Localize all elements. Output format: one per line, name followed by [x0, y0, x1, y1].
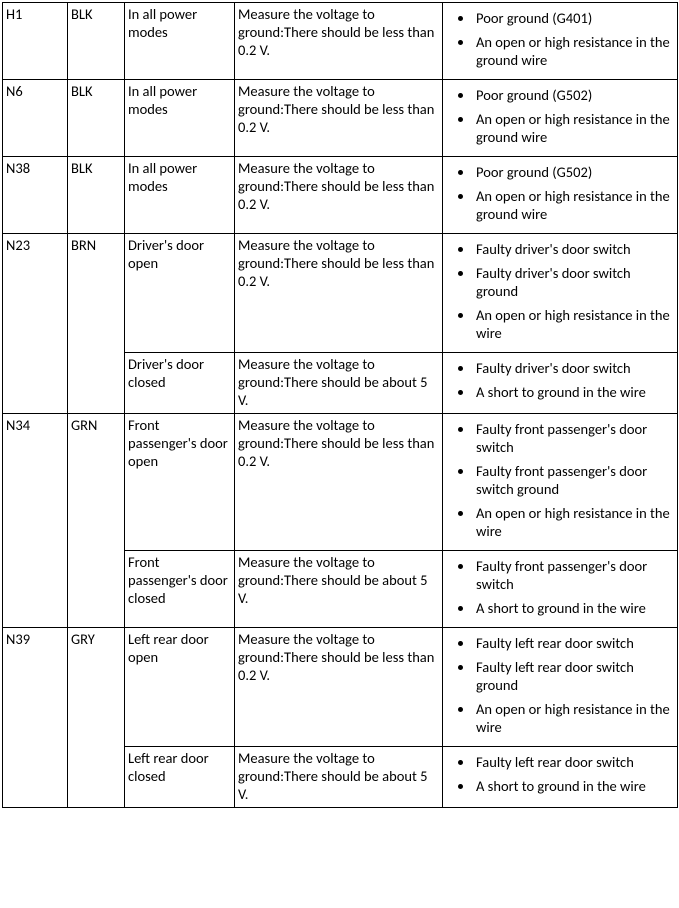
condition-cell: In all power modes [125, 157, 235, 234]
condition-cell: Front passenger's door open [125, 414, 235, 551]
condition-cell: In all power modes [125, 3, 235, 80]
cause-item: Faulty driver's door switch [474, 359, 674, 377]
condition-cell: Left rear door closed [125, 747, 235, 808]
cavity-cell: N6 [3, 80, 68, 157]
cause-list: Poor ground (G401) An open or high resist… [446, 9, 674, 69]
cause-item: Poor ground (G502) [474, 163, 674, 181]
cause-list: Faulty driver's door switch Faulty driver… [446, 240, 674, 342]
spec-cell: Measure the voltage to ground:There shou… [235, 628, 443, 747]
spec-cell: Measure the voltage to ground:There shou… [235, 551, 443, 628]
cavity-cell: N38 [3, 157, 68, 234]
causes-cell: Poor ground (G502) An open or high resist… [443, 80, 678, 157]
cause-item: Poor ground (G401) [474, 9, 674, 27]
table-row: N39GRYLeft rear door openMeasure the vol… [3, 628, 678, 747]
cause-item: Faulty front passenger's door switch [474, 557, 674, 593]
table-row: N6BLKIn all power modesMeasure the volta… [3, 80, 678, 157]
cause-item: A short to ground in the wire [474, 777, 674, 795]
cause-item: Faulty left rear door switch [474, 634, 674, 652]
color-cell: GRY [68, 628, 125, 808]
cavity-cell: N23 [3, 234, 68, 414]
cause-item: A short to ground in the wire [474, 599, 674, 617]
table-row: N38BLKIn all power modesMeasure the volt… [3, 157, 678, 234]
color-cell: BRN [68, 234, 125, 414]
cavity-cell: N39 [3, 628, 68, 808]
cause-item: Faulty left rear door switch [474, 753, 674, 771]
spec-cell: Measure the voltage to ground:There shou… [235, 747, 443, 808]
cause-item: Faulty left rear door switch ground [474, 658, 674, 694]
spec-cell: Measure the voltage to ground:There shou… [235, 353, 443, 414]
color-cell: BLK [68, 3, 125, 80]
causes-cell: Faulty front passenger's door switch Faul… [443, 414, 678, 551]
condition-cell: Driver's door open [125, 234, 235, 353]
cause-item: An open or high resistance in the ground… [474, 33, 674, 69]
cause-item: An open or high resistance in the wire [474, 700, 674, 736]
causes-cell: Poor ground (G502) An open or high resist… [443, 157, 678, 234]
table-row: N34GRNFront passenger's door openMeasure… [3, 414, 678, 551]
cause-item: Poor ground (G502) [474, 86, 674, 104]
table-row: N23BRNDriver's door openMeasure the volt… [3, 234, 678, 353]
cause-item: Faulty driver's door switch ground [474, 264, 674, 300]
causes-cell: Poor ground (G401) An open or high resist… [443, 3, 678, 80]
cause-list: Faulty driver's door switch A short to gr… [446, 359, 674, 401]
diagnostic-table: H1BLKIn all power modesMeasure the volta… [2, 2, 678, 808]
causes-cell: Faulty left rear door switch A short to g… [443, 747, 678, 808]
condition-cell: In all power modes [125, 80, 235, 157]
cause-item: An open or high resistance in the wire [474, 306, 674, 342]
cause-list: Faulty front passenger's door switch A sh… [446, 557, 674, 617]
condition-cell: Left rear door open [125, 628, 235, 747]
spec-cell: Measure the voltage to ground:There shou… [235, 80, 443, 157]
cause-list: Poor ground (G502) An open or high resist… [446, 86, 674, 146]
cavity-cell: H1 [3, 3, 68, 80]
cause-list: Faulty left rear door switch A short to g… [446, 753, 674, 795]
cavity-cell: N34 [3, 414, 68, 628]
cause-list: Faulty front passenger's door switch Faul… [446, 420, 674, 540]
causes-cell: Faulty driver's door switch A short to gr… [443, 353, 678, 414]
spec-cell: Measure the voltage to ground:There shou… [235, 157, 443, 234]
cause-item: Faulty front passenger's door switch gro… [474, 462, 674, 498]
condition-cell: Front passenger's door closed [125, 551, 235, 628]
cause-item: An open or high resistance in the ground… [474, 187, 674, 223]
causes-cell: Faulty driver's door switch Faulty driver… [443, 234, 678, 353]
color-cell: BLK [68, 157, 125, 234]
table-row: H1BLKIn all power modesMeasure the volta… [3, 3, 678, 80]
color-cell: GRN [68, 414, 125, 628]
causes-cell: Faulty left rear door switch Faulty left … [443, 628, 678, 747]
spec-cell: Measure the voltage to ground:There shou… [235, 234, 443, 353]
cause-item: An open or high resistance in the wire [474, 504, 674, 540]
cause-item: Faulty driver's door switch [474, 240, 674, 258]
cause-item: A short to ground in the wire [474, 383, 674, 401]
spec-cell: Measure the voltage to ground:There shou… [235, 3, 443, 80]
color-cell: BLK [68, 80, 125, 157]
causes-cell: Faulty front passenger's door switch A sh… [443, 551, 678, 628]
cause-item: An open or high resistance in the ground… [474, 110, 674, 146]
cause-list: Faulty left rear door switch Faulty left … [446, 634, 674, 736]
spec-cell: Measure the voltage to ground:There shou… [235, 414, 443, 551]
cause-list: Poor ground (G502) An open or high resist… [446, 163, 674, 223]
cause-item: Faulty front passenger's door switch [474, 420, 674, 456]
condition-cell: Driver's door closed [125, 353, 235, 414]
